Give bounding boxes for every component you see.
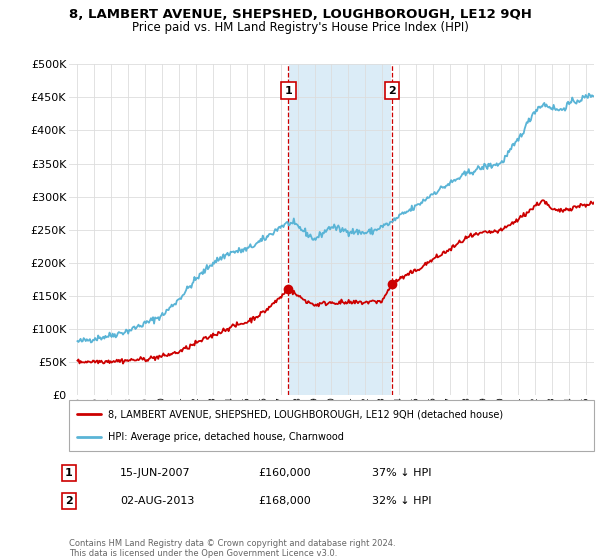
Text: 02-AUG-2013: 02-AUG-2013 bbox=[120, 496, 194, 506]
Text: £160,000: £160,000 bbox=[258, 468, 311, 478]
Text: 1: 1 bbox=[65, 468, 73, 478]
Text: Price paid vs. HM Land Registry's House Price Index (HPI): Price paid vs. HM Land Registry's House … bbox=[131, 21, 469, 34]
Text: Contains HM Land Registry data © Crown copyright and database right 2024.
This d: Contains HM Land Registry data © Crown c… bbox=[69, 539, 395, 558]
Text: 8, LAMBERT AVENUE, SHEPSHED, LOUGHBOROUGH, LE12 9QH (detached house): 8, LAMBERT AVENUE, SHEPSHED, LOUGHBOROUG… bbox=[109, 409, 503, 419]
Text: 8, LAMBERT AVENUE, SHEPSHED, LOUGHBOROUGH, LE12 9QH: 8, LAMBERT AVENUE, SHEPSHED, LOUGHBOROUG… bbox=[68, 8, 532, 21]
Text: 37% ↓ HPI: 37% ↓ HPI bbox=[372, 468, 431, 478]
Text: 2: 2 bbox=[65, 496, 73, 506]
Text: 32% ↓ HPI: 32% ↓ HPI bbox=[372, 496, 431, 506]
Text: 15-JUN-2007: 15-JUN-2007 bbox=[120, 468, 191, 478]
Text: £168,000: £168,000 bbox=[258, 496, 311, 506]
Text: 1: 1 bbox=[284, 86, 292, 96]
Text: HPI: Average price, detached house, Charnwood: HPI: Average price, detached house, Char… bbox=[109, 432, 344, 442]
FancyBboxPatch shape bbox=[69, 400, 594, 451]
Text: 2: 2 bbox=[388, 86, 396, 96]
